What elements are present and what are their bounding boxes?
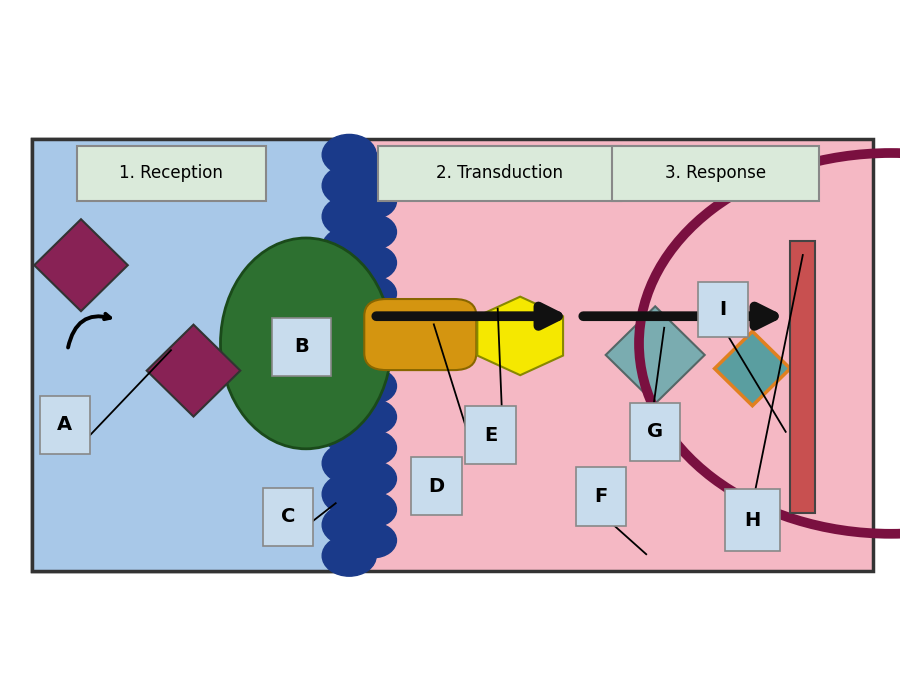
Polygon shape bbox=[147, 324, 240, 417]
FancyBboxPatch shape bbox=[364, 299, 476, 370]
Circle shape bbox=[351, 153, 397, 188]
Circle shape bbox=[322, 258, 376, 299]
FancyBboxPatch shape bbox=[411, 457, 462, 515]
Circle shape bbox=[351, 523, 397, 558]
FancyBboxPatch shape bbox=[40, 396, 90, 454]
Ellipse shape bbox=[220, 238, 392, 449]
FancyBboxPatch shape bbox=[612, 146, 819, 201]
Text: 3. Response: 3. Response bbox=[665, 165, 766, 182]
Circle shape bbox=[351, 492, 397, 527]
FancyBboxPatch shape bbox=[790, 241, 815, 513]
Circle shape bbox=[351, 400, 397, 435]
FancyBboxPatch shape bbox=[32, 139, 351, 571]
Circle shape bbox=[351, 184, 397, 218]
Circle shape bbox=[322, 288, 376, 329]
Text: 2. Transduction: 2. Transduction bbox=[436, 165, 563, 182]
Circle shape bbox=[351, 461, 397, 496]
Polygon shape bbox=[477, 296, 563, 375]
Circle shape bbox=[322, 381, 376, 422]
Circle shape bbox=[351, 369, 397, 403]
Circle shape bbox=[322, 350, 376, 391]
Polygon shape bbox=[34, 219, 128, 311]
FancyBboxPatch shape bbox=[630, 403, 680, 461]
Text: F: F bbox=[595, 487, 608, 506]
Polygon shape bbox=[606, 306, 705, 404]
Text: I: I bbox=[719, 300, 726, 319]
Circle shape bbox=[351, 245, 397, 280]
FancyBboxPatch shape bbox=[32, 139, 873, 571]
Circle shape bbox=[322, 196, 376, 237]
Text: C: C bbox=[281, 507, 295, 526]
Circle shape bbox=[322, 165, 376, 206]
Circle shape bbox=[351, 338, 397, 373]
Text: 1. Reception: 1. Reception bbox=[119, 165, 223, 182]
Circle shape bbox=[322, 412, 376, 453]
Circle shape bbox=[322, 505, 376, 545]
FancyBboxPatch shape bbox=[378, 146, 621, 201]
FancyBboxPatch shape bbox=[465, 406, 516, 464]
Text: E: E bbox=[484, 426, 497, 445]
FancyBboxPatch shape bbox=[725, 490, 779, 551]
Text: G: G bbox=[647, 422, 663, 441]
Text: H: H bbox=[744, 511, 760, 530]
Text: A: A bbox=[58, 415, 72, 435]
Text: B: B bbox=[294, 337, 309, 356]
Circle shape bbox=[322, 227, 376, 268]
Polygon shape bbox=[715, 331, 790, 406]
Circle shape bbox=[351, 307, 397, 342]
FancyBboxPatch shape bbox=[576, 467, 626, 526]
Circle shape bbox=[322, 535, 376, 576]
Circle shape bbox=[351, 276, 397, 311]
FancyBboxPatch shape bbox=[263, 488, 313, 546]
Circle shape bbox=[351, 430, 397, 465]
FancyBboxPatch shape bbox=[76, 146, 266, 201]
Circle shape bbox=[322, 135, 376, 175]
Circle shape bbox=[322, 443, 376, 483]
Circle shape bbox=[351, 215, 397, 250]
Text: D: D bbox=[428, 477, 445, 496]
FancyBboxPatch shape bbox=[272, 318, 331, 376]
Circle shape bbox=[322, 474, 376, 515]
FancyBboxPatch shape bbox=[698, 282, 748, 337]
Circle shape bbox=[322, 320, 376, 360]
